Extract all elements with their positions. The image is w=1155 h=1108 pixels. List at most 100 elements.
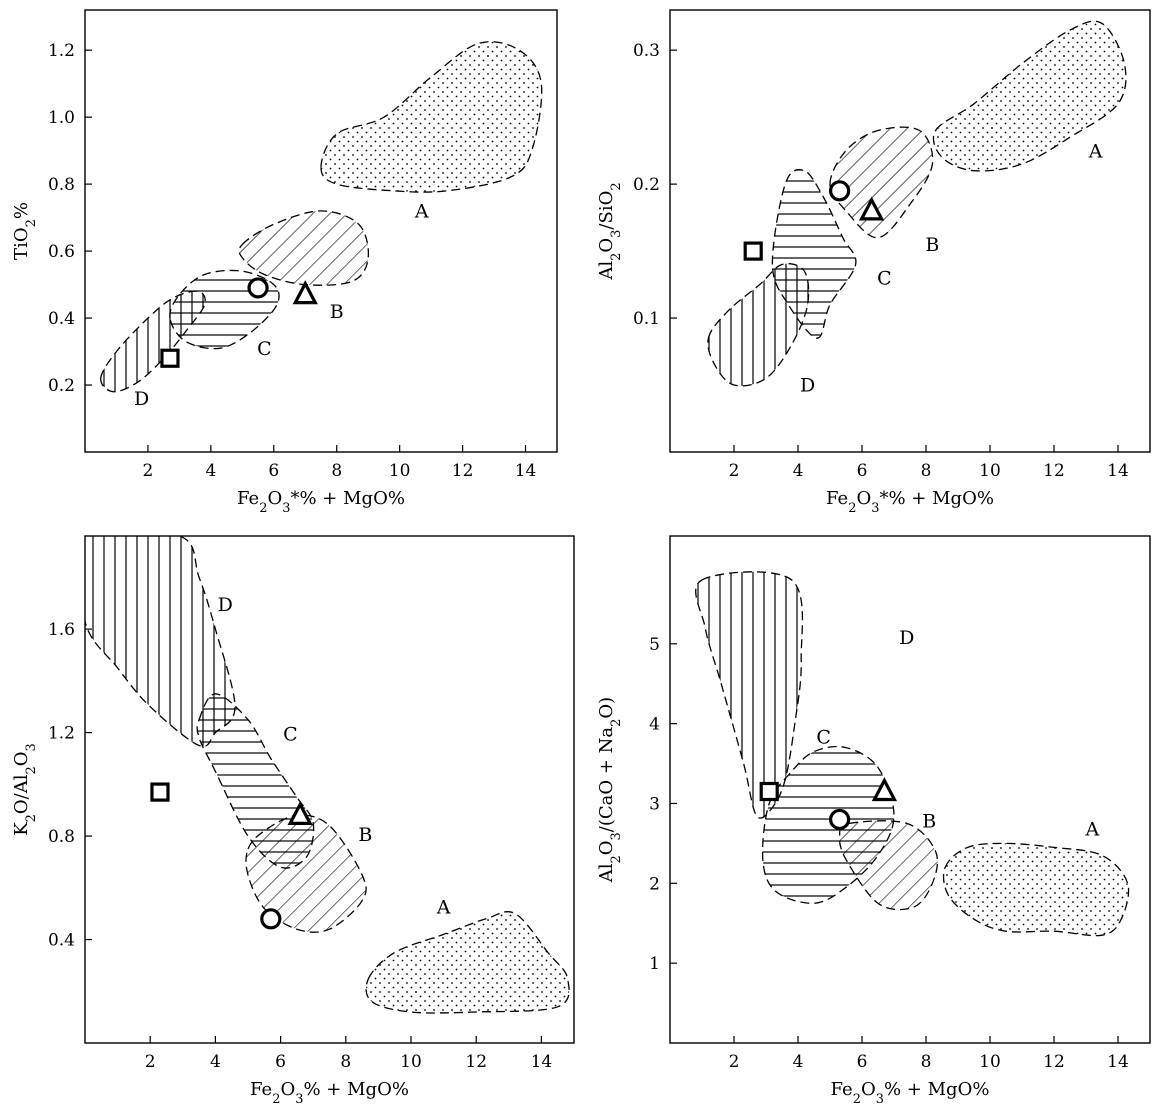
field-c-label: C: [283, 723, 298, 745]
x-tick-label: 14: [1107, 1052, 1129, 1072]
field-c-region: [761, 745, 895, 904]
sample-triangle-marker: [858, 196, 885, 221]
x-tick-label: 14: [1107, 461, 1129, 481]
sample-square-marker: [759, 781, 779, 802]
field-b-region: [238, 210, 370, 286]
x-tick-label: 4: [793, 461, 804, 481]
plot-frame: [669, 535, 1151, 1044]
field-b-region: [829, 126, 934, 239]
plot-frame: [669, 9, 1151, 453]
y-tick-label: 0.8: [48, 827, 75, 847]
y-tick-label: 1: [649, 954, 660, 974]
y-tick-label: 0.1: [633, 309, 660, 329]
field-a-region: [932, 20, 1127, 172]
x-tick-label: 2: [729, 461, 740, 481]
field-a-region: [942, 842, 1130, 937]
panel-1: A B C D 2 4 6 8 10 12 14 0.2 0.4 0.6 0.8 1.0 1.2 Fe2O3*% …: [11, 9, 558, 516]
y-axis-title: TiO2%: [11, 202, 39, 260]
y-axis-title: Al2O3/SiO2: [596, 182, 624, 280]
field-a-label: A: [1088, 140, 1103, 162]
compositional-fields: [85, 536, 570, 1014]
x-axis-title: Fe2O3*% + MgO%: [237, 488, 405, 516]
x-tick-label: 10: [979, 461, 1001, 481]
field-b-label: B: [330, 301, 344, 323]
sample-circle-marker: [828, 808, 851, 831]
y-tick-label: 1.6: [48, 620, 75, 640]
field-d-region: [100, 290, 206, 393]
y-tick-label: 3: [649, 794, 660, 814]
sample-square-marker: [150, 782, 170, 802]
field-a-label: A: [436, 897, 451, 919]
x-tick-label: 6: [275, 1052, 286, 1072]
x-tick-label: 10: [389, 461, 411, 481]
y-axis-title: Al2O3/(CaO + Na2O): [596, 697, 624, 883]
field-c-region: [196, 693, 315, 869]
field-a-label: A: [414, 201, 429, 223]
y-tick-label: 1.2: [48, 724, 75, 744]
x-tick-label: 4: [205, 461, 216, 481]
compositional-fields: [100, 41, 543, 393]
field-d-region: [707, 263, 810, 387]
x-tick-label: 4: [793, 1052, 804, 1072]
sample-square-marker: [743, 241, 763, 261]
sample-triangle-marker: [871, 777, 898, 802]
plot-frame: [84, 9, 558, 453]
x-tick-label: 10: [979, 1052, 1001, 1072]
x-tick-label: 8: [921, 461, 932, 481]
field-d-label: D: [899, 627, 914, 649]
field-a-region: [365, 911, 570, 1014]
sample-circle-marker: [260, 908, 282, 930]
plot-frame: [84, 535, 575, 1044]
y-tick-label: 0.2: [633, 175, 660, 195]
y-tick-label: 0.3: [633, 41, 660, 61]
field-d-label: D: [218, 594, 233, 616]
y-tick-label: 0.6: [48, 242, 75, 262]
field-a-label: A: [1085, 818, 1100, 840]
x-axis-title: Fe2O3% + MgO%: [250, 1079, 409, 1107]
compositional-fields: [707, 20, 1127, 387]
y-tick-label: 4: [649, 715, 660, 735]
y-tick-label: 5: [649, 635, 660, 655]
x-tick-label: 14: [531, 1052, 553, 1072]
x-axis-title: Fe2O3% + MgO%: [831, 1079, 990, 1107]
y-tick-label: 0.8: [48, 175, 75, 195]
y-tick-label: 1.0: [48, 108, 75, 128]
x-tick-label: 4: [210, 1052, 221, 1072]
field-b-label: B: [358, 824, 372, 846]
sample-circle-marker: [247, 277, 269, 299]
sample-triangle-marker: [292, 280, 318, 305]
x-tick-label: 6: [857, 461, 868, 481]
y-tick-label: 0.4: [48, 931, 75, 951]
field-d-label: D: [800, 375, 815, 397]
sample-square-marker: [160, 348, 180, 368]
x-tick-label: 12: [452, 461, 474, 481]
x-tick-label: 8: [331, 461, 342, 481]
x-tick-label: 6: [268, 461, 279, 481]
x-tick-label: 10: [400, 1052, 422, 1072]
sample-circle-marker: [828, 180, 851, 202]
x-tick-label: 14: [515, 461, 537, 481]
x-tick-label: 12: [1043, 461, 1065, 481]
field-d-label: D: [134, 388, 149, 410]
panel-3: A B C D 2 4 6 8 10 12 14 0.4 0.8 1.2 1.6 Fe2O3% + MgO% K…: [11, 535, 575, 1107]
field-c-label: C: [877, 268, 892, 290]
x-tick-label: 8: [340, 1052, 351, 1072]
x-tick-label: 12: [1043, 1052, 1065, 1072]
x-tick-label: 2: [143, 461, 154, 481]
field-b-label: B: [925, 234, 939, 256]
x-tick-label: 6: [857, 1052, 868, 1072]
x-tick-label: 8: [921, 1052, 932, 1072]
x-tick-label: 2: [145, 1052, 156, 1072]
field-d-region: [85, 536, 236, 748]
y-tick-label: 2: [649, 874, 660, 894]
y-axis-title: K2O/Al2O3: [11, 743, 39, 836]
field-a-region: [320, 41, 543, 193]
field-d-region: [695, 571, 804, 819]
sample-triangle-marker: [287, 800, 313, 825]
panel-2: A B C D 2 4 6 8 10 12 14 0.1 0.2 0.3 Fe2O3*% + MgO% Al2…: [596, 9, 1151, 516]
x-axis-title: Fe2O3*% + MgO%: [826, 488, 994, 516]
x-tick-label: 12: [465, 1052, 487, 1072]
y-tick-label: 1.2: [48, 41, 75, 61]
